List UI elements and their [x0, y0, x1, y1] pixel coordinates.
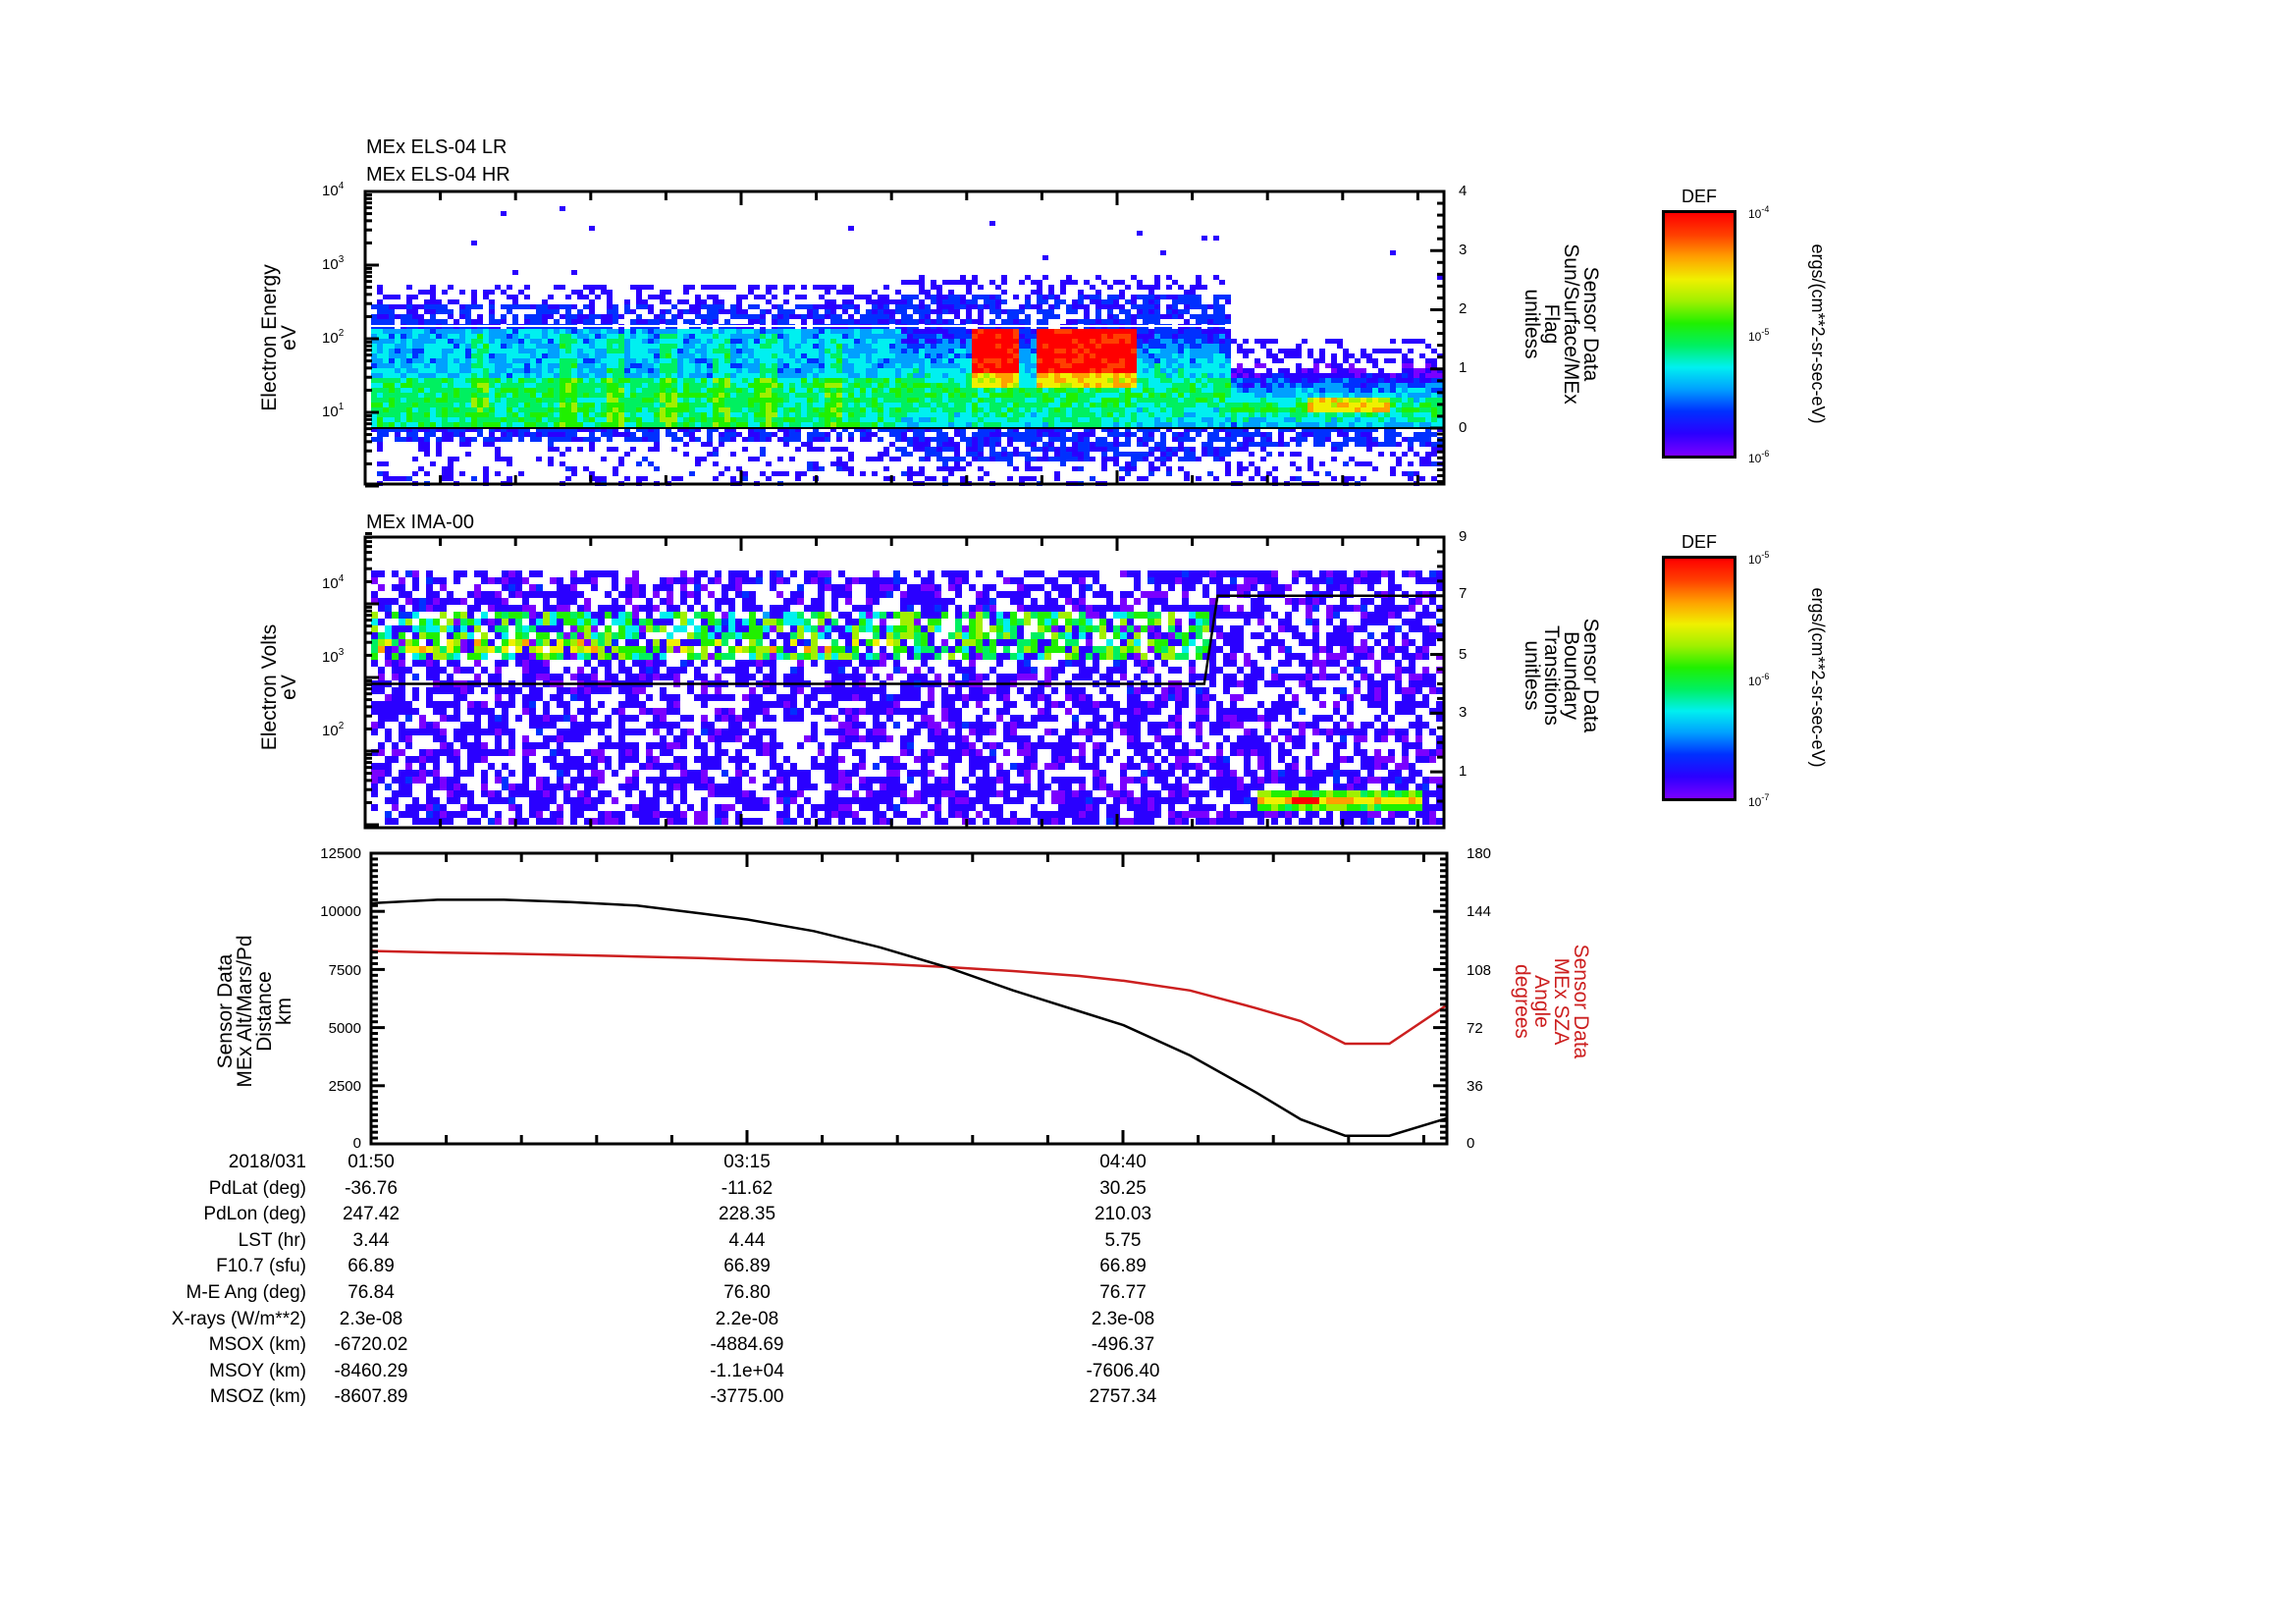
ephemeris-cell: 5.75 — [1104, 1229, 1142, 1251]
orbit-sza-tick-72: 72 — [1467, 1020, 1483, 1037]
ima-colorbar-units: ergs/(cm**2-sr-sec-eV) — [1808, 587, 1828, 768]
ephemeris-cell: 3.44 — [352, 1229, 390, 1251]
ephemeris-cell: 2.3e-08 — [339, 1308, 403, 1329]
ephemeris-row-label: PdLat (deg) — [208, 1177, 306, 1199]
els-colorbar-units: ergs/(cm**2-sr-sec-eV) — [1808, 243, 1828, 424]
ephemeris-cell: -6720.02 — [334, 1334, 408, 1356]
orbit-sza-tick-108: 108 — [1467, 962, 1492, 979]
ima-cb-tick-mid: 10-6 — [1748, 672, 1770, 688]
ima-ytick-1e3: 103 — [322, 647, 345, 666]
els-colorbar — [1662, 210, 1736, 459]
orbit-ytick-10000: 10000 — [320, 903, 361, 920]
ephemeris-cell: -496.37 — [1091, 1334, 1155, 1356]
ima-colorbar — [1662, 556, 1736, 801]
ephemeris-cell: -1.1e+04 — [710, 1360, 784, 1381]
ephemeris-row-label: PdLon (deg) — [203, 1204, 306, 1225]
ephemeris-cell: -11.62 — [721, 1177, 774, 1199]
ephemeris-row-label: MSOX (km) — [208, 1334, 306, 1356]
ima-cb-tick-top: 10-5 — [1748, 550, 1770, 567]
ephemeris-row-label: X-rays (W/m**2) — [171, 1308, 306, 1329]
orbit-sza-ylabel: Sensor Data MEx SZA Angle degrees — [1511, 944, 1592, 1059]
ephemeris-cell: 247.42 — [342, 1204, 400, 1225]
els-ytick-1e2: 102 — [322, 328, 345, 347]
els-ytick-1e1: 101 — [322, 402, 345, 420]
ephemeris-cell: -3775.00 — [710, 1386, 784, 1408]
ephemeris-cell: 228.35 — [718, 1204, 776, 1225]
els-cb-tick-bottom: 10-6 — [1748, 449, 1770, 465]
ephemeris-cell: 66.89 — [723, 1256, 771, 1277]
els-ylabel: Electron Energy eV — [258, 264, 300, 411]
els-title-lr: MEx ELS-04 LR — [366, 136, 507, 158]
ima-bt-tick-1: 1 — [1459, 763, 1468, 780]
els-title-hr: MEx ELS-04 HR — [366, 164, 510, 186]
orbit-ytick-12500: 12500 — [320, 845, 361, 862]
ima-cb-tick-bottom: 10-7 — [1748, 792, 1770, 809]
ephemeris-cell: -7606.40 — [1086, 1360, 1160, 1381]
orbit-ytick-5000: 5000 — [328, 1020, 361, 1037]
els-cb-tick-mid: 10-5 — [1748, 327, 1770, 344]
ephemeris-cell: 66.89 — [1099, 1256, 1147, 1277]
ephemeris-cell: -8607.89 — [334, 1386, 408, 1408]
els-spectrogram — [363, 189, 1446, 488]
ephemeris-cell: 76.80 — [723, 1282, 771, 1303]
ephemeris-row-label: M-E Ang (deg) — [186, 1282, 307, 1303]
ima-bt-tick-9: 9 — [1459, 528, 1468, 545]
els-ytick-1e4: 104 — [322, 181, 345, 199]
els-flag-tick-1: 1 — [1459, 359, 1468, 376]
ima-bt-tick-5: 5 — [1459, 646, 1468, 663]
ephemeris-row-label: 2018/031 — [228, 1152, 306, 1172]
ima-bt-tick-3: 3 — [1459, 704, 1468, 721]
ima-bt-ylabel: Sensor Data Boundary Transitions unitles… — [1521, 618, 1602, 733]
ephemeris-row-label: F10.7 (sfu) — [216, 1256, 306, 1277]
ima-spectrogram — [363, 531, 1446, 830]
els-cb-tick-top: 10-4 — [1748, 204, 1770, 221]
orbit-sza-tick-144: 144 — [1467, 903, 1492, 920]
ephemeris-row-label: LST (hr) — [238, 1229, 306, 1251]
ephemeris-cell: 76.84 — [347, 1282, 395, 1303]
ephemeris-cell: 2.2e-08 — [715, 1308, 779, 1329]
ima-title: MEx IMA-00 — [366, 512, 475, 533]
orbit-sza-tick-36: 36 — [1467, 1078, 1483, 1095]
ephemeris-cell: -36.76 — [345, 1177, 398, 1199]
orbit-ytick-0: 0 — [352, 1135, 361, 1152]
ephemeris-cell: 2.3e-08 — [1091, 1308, 1155, 1329]
ima-bt-tick-7: 7 — [1459, 585, 1468, 602]
els-flag-tick-2: 2 — [1459, 300, 1468, 317]
orbit-ytick-2500: 2500 — [328, 1078, 361, 1095]
ephemeris-cell: 66.89 — [347, 1256, 395, 1277]
orbit-line-plot — [369, 851, 1449, 1146]
orbit-ytick-7500: 7500 — [328, 962, 361, 979]
els-flag-tick-4: 4 — [1459, 183, 1468, 199]
ephemeris-cell: -8460.29 — [334, 1360, 408, 1381]
els-colorbar-title: DEF — [1682, 187, 1717, 206]
els-flag-tick-0: 0 — [1459, 419, 1468, 436]
ephemeris-cell: 03:15 — [723, 1152, 771, 1172]
ephemeris-cell: 4.44 — [728, 1229, 766, 1251]
ephemeris-cell: 30.25 — [1099, 1177, 1147, 1199]
ima-ytick-1e4: 104 — [322, 573, 345, 592]
ephemeris-cell: 01:50 — [347, 1152, 395, 1172]
ima-colorbar-title: DEF — [1682, 532, 1717, 552]
ephemeris-cell: 76.77 — [1099, 1282, 1147, 1303]
ephemeris-row-label: MSOY (km) — [209, 1360, 306, 1381]
ima-ytick-1e2: 102 — [322, 721, 345, 739]
orbit-sza-tick-180: 180 — [1467, 845, 1492, 862]
ephemeris-cell: 2757.34 — [1089, 1386, 1157, 1408]
ephemeris-cell: 210.03 — [1094, 1204, 1152, 1225]
orbit-distance-ylabel: Sensor Data MEx Alt/Mars/Pd Distance km — [214, 935, 295, 1088]
els-flag-tick-3: 3 — [1459, 242, 1468, 258]
els-flag-ylabel: Sensor Data Sun/Surface/MEx Flag unitles… — [1521, 243, 1602, 405]
ephemeris-cell: -4884.69 — [710, 1334, 784, 1356]
ephemeris-row-label: MSOZ (km) — [209, 1386, 306, 1408]
els-ytick-1e3: 103 — [322, 254, 345, 273]
ima-ylabel: Electron Volts eV — [258, 623, 300, 751]
ephemeris-cell: 04:40 — [1099, 1152, 1147, 1172]
orbit-sza-tick-0: 0 — [1467, 1135, 1475, 1152]
